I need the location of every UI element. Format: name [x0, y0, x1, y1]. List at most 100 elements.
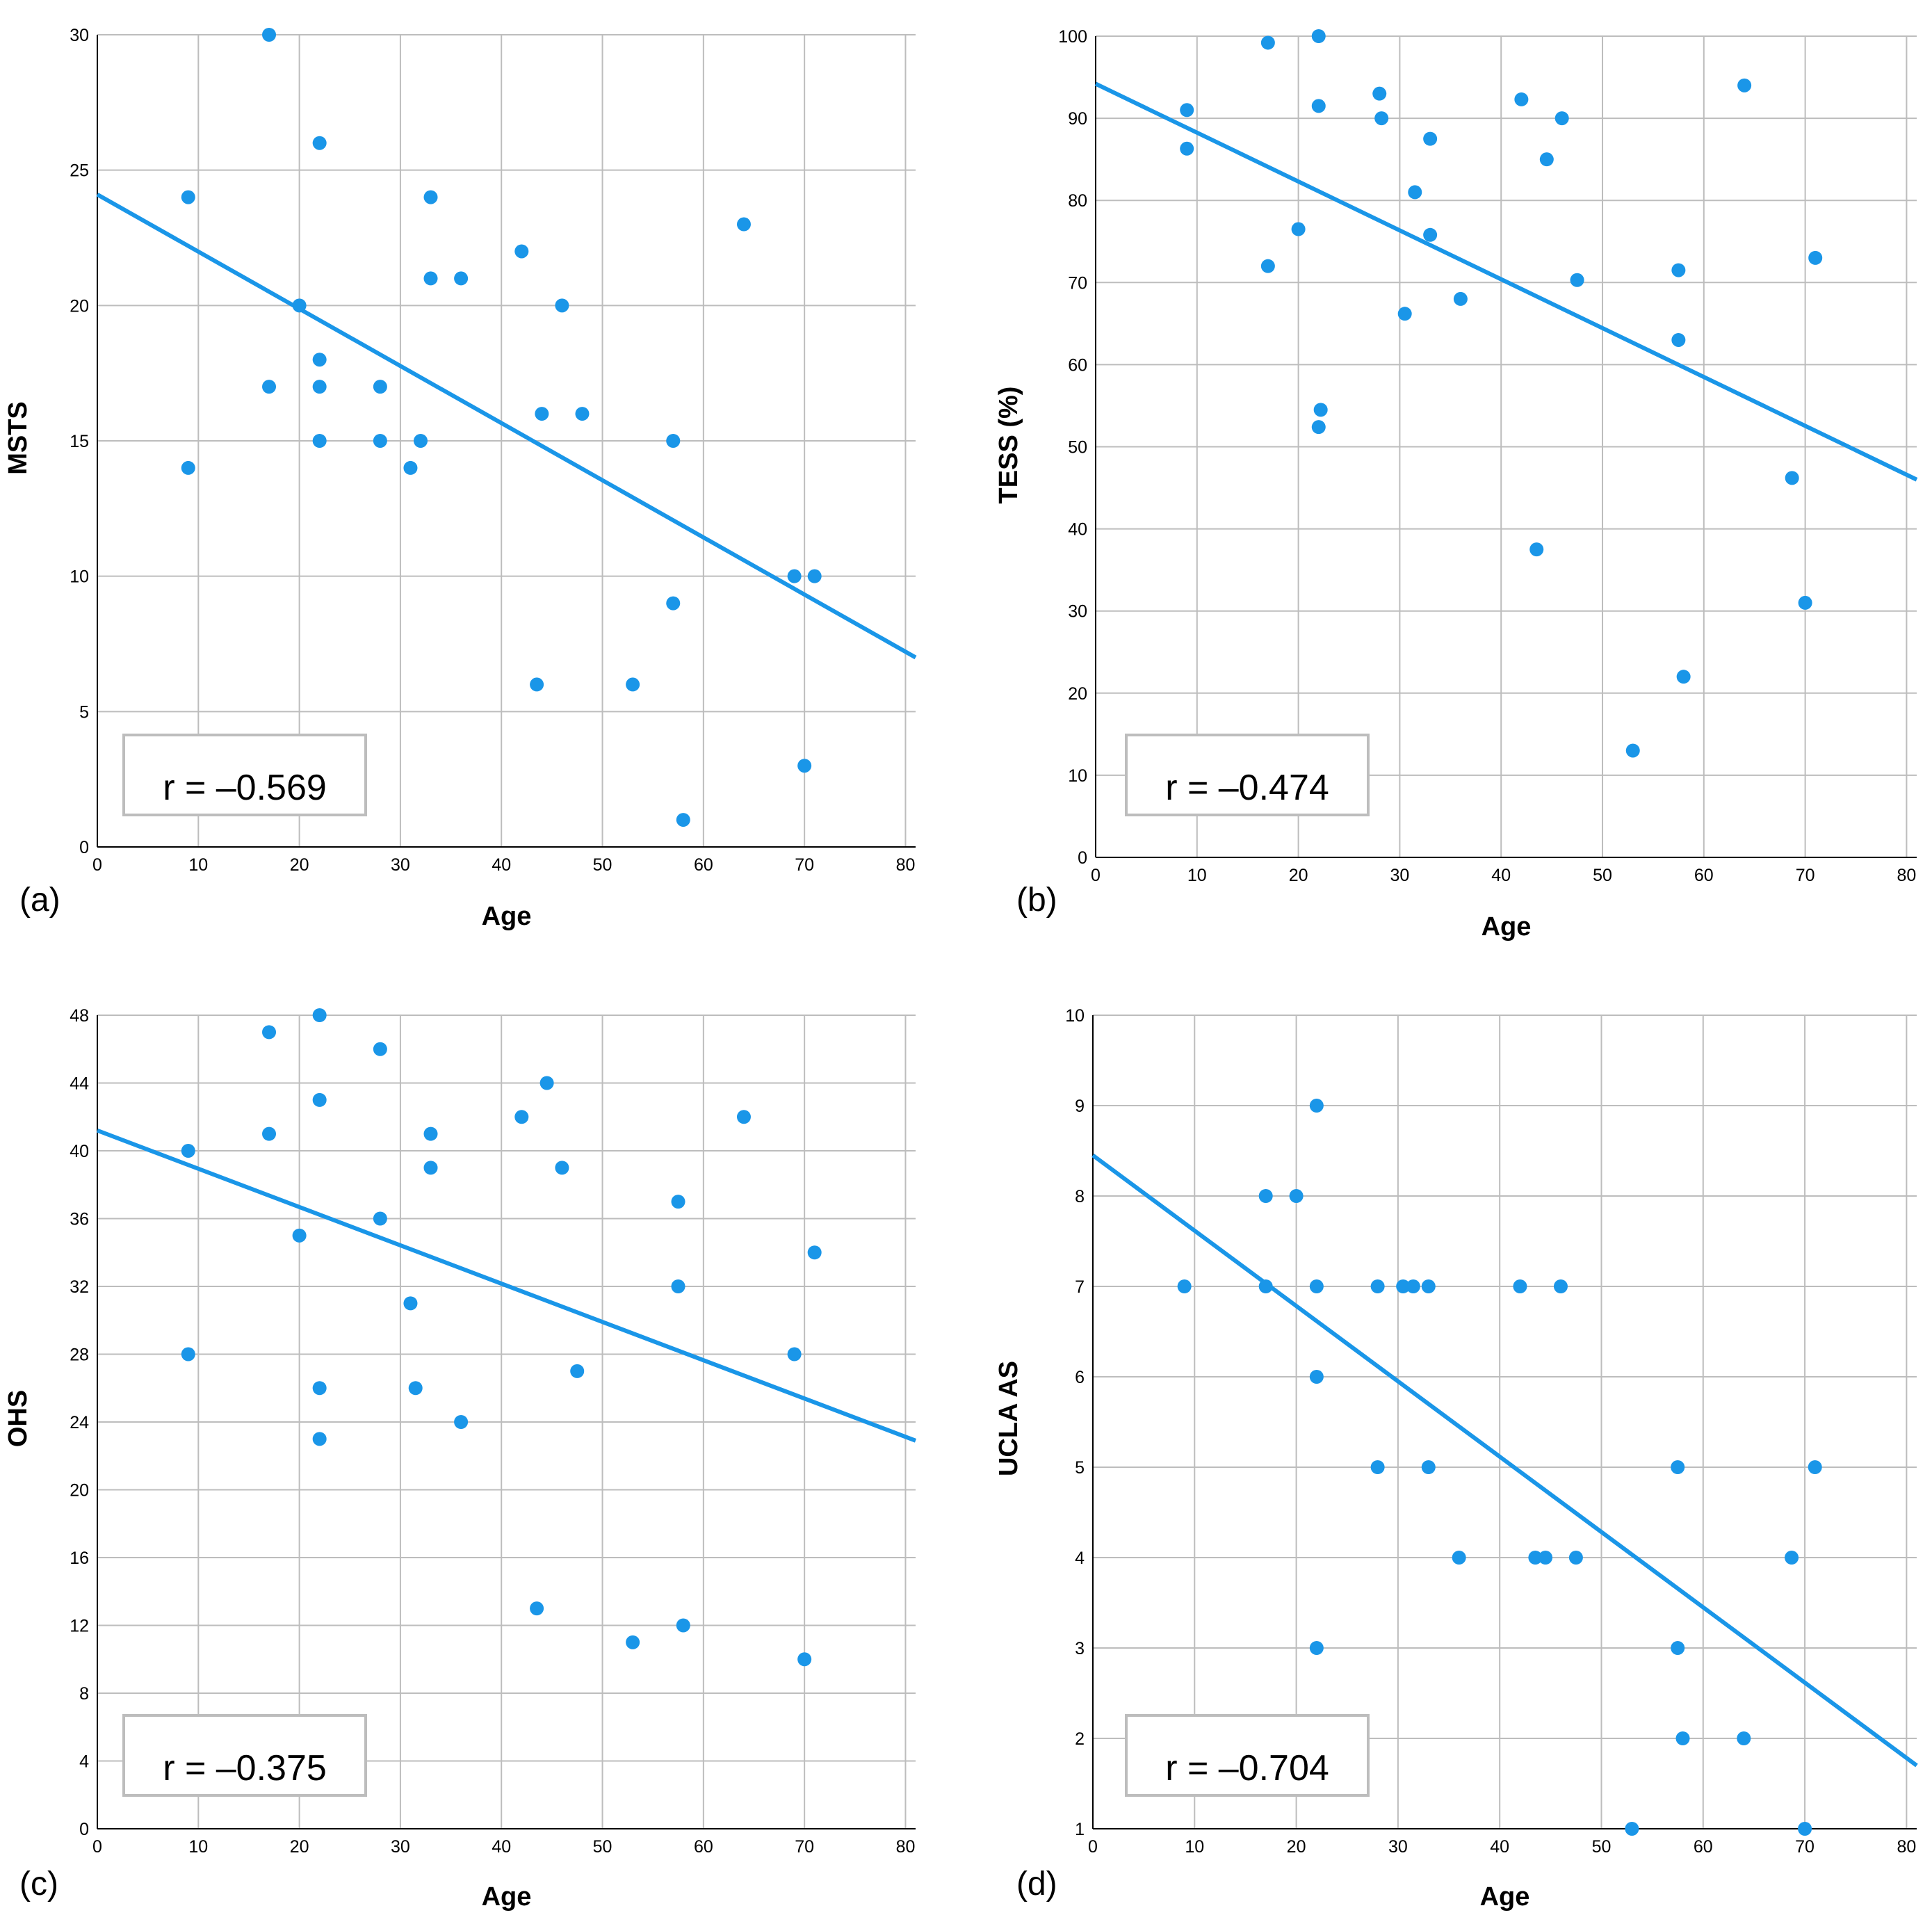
- data-point: [1675, 1731, 1690, 1745]
- data-point: [292, 1228, 307, 1243]
- x-tick-label: 20: [290, 1837, 309, 1857]
- data-point: [312, 1008, 327, 1022]
- x-axis-label: Age: [482, 1882, 532, 1912]
- data-point: [676, 813, 690, 827]
- data-point: [1808, 250, 1823, 265]
- chart-panel: 0 10 20 30 40 50 60 70 8004812162024283236404448…: [3, 1006, 917, 1912]
- y-tick-label: 44: [70, 1074, 89, 1094]
- data-point: [181, 1144, 195, 1158]
- data-point: [1309, 1370, 1324, 1384]
- data-point: [1737, 78, 1752, 92]
- x-tick-label: 80: [1897, 866, 1917, 885]
- data-point: [1260, 259, 1275, 273]
- data-point: [262, 380, 277, 394]
- data-point: [676, 1618, 690, 1633]
- data-point: [1260, 35, 1275, 50]
- data-point: [530, 677, 544, 692]
- data-point: [1421, 1279, 1436, 1293]
- data-point: [373, 1042, 387, 1056]
- data-point: [787, 569, 802, 583]
- data-point: [292, 298, 307, 313]
- data-point: [1808, 1460, 1822, 1474]
- data-point: [454, 271, 469, 286]
- data-point: [1370, 1279, 1385, 1293]
- data-point: [514, 244, 529, 259]
- data-point: [1671, 1641, 1685, 1655]
- regression-line: [1094, 81, 1918, 482]
- x-tick-label: 10: [1187, 866, 1207, 885]
- y-tick-label: 2: [1075, 1729, 1085, 1749]
- y-tick-label: 1: [1075, 1820, 1085, 1839]
- data-point: [514, 1110, 529, 1124]
- x-tick-label: 70: [1795, 1837, 1815, 1857]
- data-point: [1372, 86, 1387, 101]
- data-point: [555, 1161, 569, 1175]
- data-point: [262, 1126, 277, 1141]
- data-point: [423, 1126, 438, 1141]
- x-tick-label: 60: [694, 855, 713, 875]
- data-point: [1671, 1460, 1685, 1474]
- x-axis-label: Age: [482, 902, 532, 931]
- data-point: [373, 380, 387, 394]
- y-axis-label: UCLA AS: [994, 1361, 1023, 1476]
- x-tick-label: 40: [1490, 1837, 1509, 1857]
- data-point: [373, 1211, 387, 1226]
- data-point: [1421, 1460, 1436, 1474]
- data-point: [1291, 222, 1306, 236]
- y-tick-label: 7: [1075, 1277, 1085, 1297]
- data-point: [1514, 92, 1529, 106]
- panel-label: (d): [1016, 1866, 1057, 1902]
- y-axis-label: MSTS: [3, 401, 33, 475]
- y-tick-label: 30: [70, 26, 89, 45]
- x-tick-label: 60: [1694, 866, 1714, 885]
- data-point: [1529, 542, 1544, 557]
- y-tick-label: 0: [79, 1820, 89, 1839]
- data-point: [1539, 1551, 1553, 1565]
- data-point: [1180, 141, 1194, 156]
- x-tick-label: 40: [1491, 866, 1511, 885]
- y-tick-label: 10: [1068, 766, 1087, 786]
- data-point: [1671, 332, 1686, 347]
- y-tick-label: 36: [70, 1210, 89, 1229]
- y-tick-label: 10: [70, 567, 89, 587]
- x-tick-label: 80: [1897, 1837, 1916, 1857]
- x-tick-label: 50: [593, 1837, 612, 1857]
- data-point: [1554, 111, 1569, 126]
- regression-line: [1091, 1154, 1918, 1768]
- data-point: [408, 1381, 423, 1396]
- data-point: [312, 1432, 327, 1446]
- data-point: [1737, 1731, 1751, 1745]
- y-tick-label: 20: [70, 1481, 89, 1501]
- correlation-text: r = –0.474: [1165, 768, 1329, 808]
- data-point: [1423, 131, 1438, 146]
- data-point: [626, 1635, 640, 1649]
- data-point: [1397, 307, 1412, 321]
- data-point: [312, 434, 327, 448]
- data-point: [1423, 227, 1438, 242]
- y-tick-label: 5: [79, 702, 89, 722]
- correlation-box: [1125, 734, 1370, 816]
- data-point: [1452, 1551, 1466, 1565]
- data-point: [403, 460, 418, 475]
- data-point: [1289, 1189, 1304, 1203]
- x-tick-label: 40: [492, 855, 511, 875]
- data-point: [1625, 1822, 1639, 1836]
- x-tick-label: 70: [1796, 866, 1815, 885]
- data-point: [423, 271, 438, 286]
- data-point: [807, 569, 822, 583]
- data-point: [1528, 1551, 1543, 1565]
- x-tick-label: 50: [593, 855, 612, 875]
- panel-label: (b): [1016, 882, 1057, 919]
- y-tick-label: 50: [1068, 438, 1087, 458]
- x-tick-label: 70: [795, 855, 814, 875]
- data-point: [373, 434, 387, 448]
- y-tick-label: 9: [1075, 1097, 1085, 1116]
- x-axis-label: Age: [1482, 912, 1532, 942]
- data-point: [1374, 111, 1389, 126]
- x-tick-label: 40: [492, 1837, 511, 1857]
- y-tick-label: 20: [70, 296, 89, 316]
- data-point: [312, 1092, 327, 1107]
- y-tick-label: 24: [70, 1413, 89, 1432]
- y-tick-label: 10: [1065, 1006, 1085, 1026]
